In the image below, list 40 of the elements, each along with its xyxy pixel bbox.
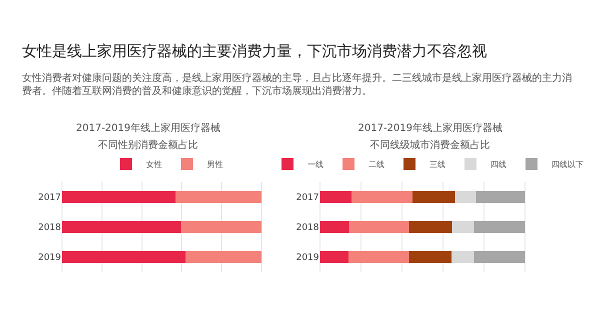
bar bbox=[476, 191, 526, 203]
y-tick-label: 2019 bbox=[38, 253, 62, 264]
bar bbox=[452, 251, 474, 263]
bar bbox=[474, 221, 526, 233]
y-tick-label: 2017 bbox=[38, 193, 61, 204]
legend-label: 三线 bbox=[430, 160, 446, 170]
text: 女性消费者对健康问题的关注度高，是线上家用医疗器械的主导，且占比逐年提升。二三线城市是线上家用医疗器械的主力消费者。伴随着互联网消费的普及和健康意识的觉醒，下沉市场展现出消费潜力。 bbox=[22, 72, 572, 97]
text: 二线 bbox=[368, 160, 384, 170]
legend-label: 四线 bbox=[490, 160, 506, 170]
y-tick-label: 2019 bbox=[296, 253, 320, 264]
bar bbox=[181, 221, 262, 233]
chart-title: 2017-2019年线上家用医疗器械 bbox=[76, 122, 221, 134]
bar bbox=[320, 221, 350, 233]
text: 女性是线上家用医疗器械的主要消费力量，下沉市场消费潜力不容忽视 bbox=[22, 42, 487, 60]
y-tick-label: 2018 bbox=[38, 223, 62, 234]
bar bbox=[320, 191, 352, 203]
bar bbox=[62, 251, 186, 263]
legend-label: 四线以下 bbox=[552, 160, 584, 170]
bar bbox=[409, 221, 452, 233]
text: 一线 bbox=[308, 160, 324, 170]
chart-title: 2017-2019年线上家用医疗器械 bbox=[358, 122, 503, 134]
bar bbox=[452, 221, 474, 233]
bar bbox=[62, 191, 176, 203]
bar bbox=[176, 191, 262, 203]
chart-subtitle: 不同线级城市消费金额占比 bbox=[370, 139, 490, 151]
bar bbox=[320, 251, 349, 263]
bar bbox=[351, 191, 413, 203]
legend-label: 男性 bbox=[207, 160, 223, 170]
y-tick-label: 2018 bbox=[296, 223, 320, 234]
chart-subtitle: 不同性别消费金额占比 bbox=[98, 139, 198, 151]
bar bbox=[185, 251, 262, 263]
bar bbox=[349, 221, 410, 233]
legend-label: 女性 bbox=[146, 160, 162, 170]
bar bbox=[408, 251, 452, 263]
y-tick-label: 2017 bbox=[296, 193, 319, 204]
bar bbox=[474, 251, 526, 263]
bar bbox=[348, 251, 409, 263]
bar bbox=[454, 191, 476, 203]
bar bbox=[62, 221, 182, 233]
bar bbox=[412, 191, 455, 203]
